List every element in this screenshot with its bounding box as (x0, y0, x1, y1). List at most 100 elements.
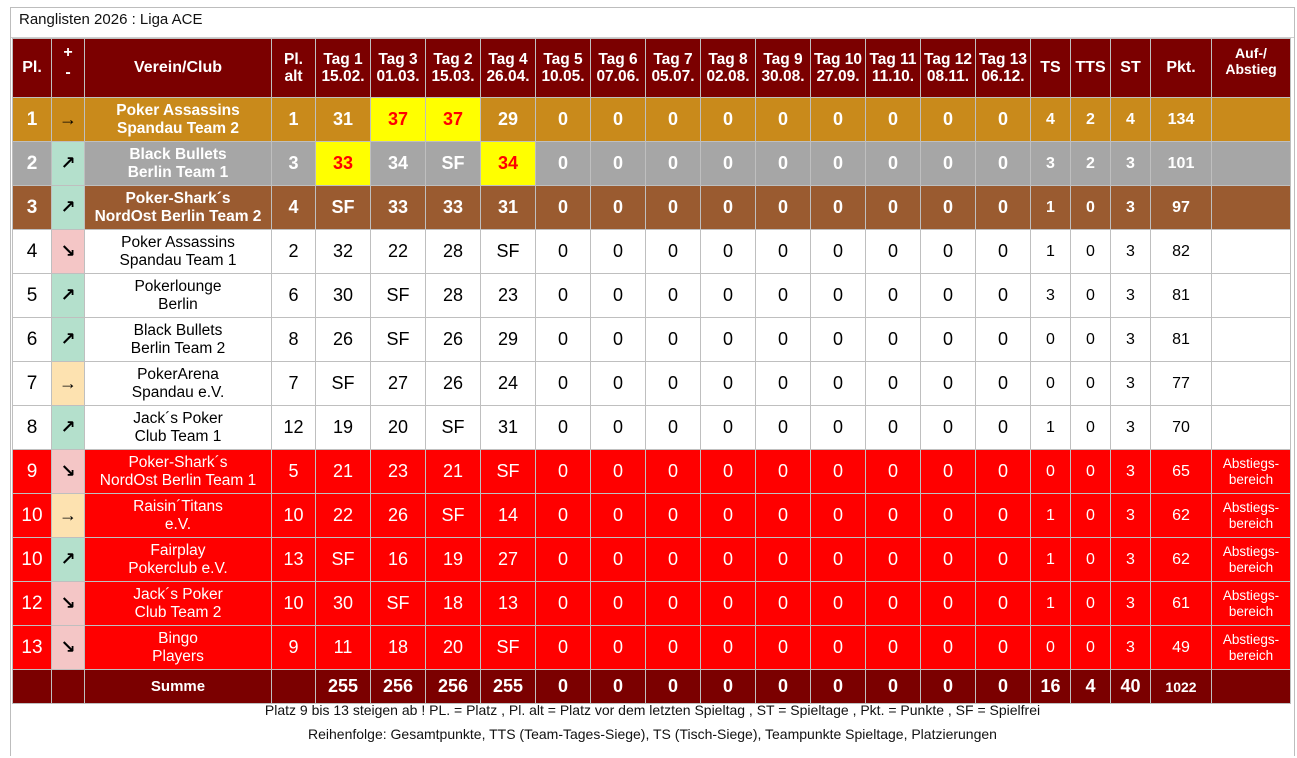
rank-position: 5 (12, 273, 52, 318)
relegation-zone (1211, 97, 1291, 142)
day-score-2: 18 (370, 625, 426, 670)
day-score-10: 0 (810, 361, 866, 406)
day-score-7: 0 (645, 493, 701, 538)
table-wins: 3 (1030, 273, 1071, 318)
club-name-line2: Berlin (158, 295, 198, 313)
relegation-zone-line2: bereich (1228, 647, 1274, 663)
match-days: 3 (1110, 229, 1151, 274)
day-score-8: 0 (700, 449, 756, 494)
header-day-date: 10.05. (541, 68, 585, 85)
totals-day-13: 0 (975, 669, 1031, 704)
club-name-line1: Poker-Shark´s (128, 454, 228, 471)
club-name: Poker-Shark´s NordOst Berlin Team 2 (84, 185, 272, 230)
day-score-8: 0 (700, 537, 756, 582)
day-score-3: SF (425, 405, 481, 450)
day-score-5: 0 (535, 141, 591, 186)
rank-position: 4 (12, 229, 52, 274)
day-score-6: 0 (590, 317, 646, 362)
day-score-8: 0 (700, 493, 756, 538)
day-score-2: 20 (370, 405, 426, 450)
day-score-2: 27 (370, 361, 426, 406)
day-score-9: 0 (755, 361, 811, 406)
day-score-3: 18 (425, 581, 481, 626)
table-wins: 1 (1030, 185, 1071, 230)
day-score-9: 0 (755, 317, 811, 362)
relegation-zone-line2: bereich (1228, 471, 1274, 487)
relegation-zone (1211, 317, 1291, 362)
day-score-12: 0 (920, 273, 976, 318)
day-score-7: 0 (645, 449, 701, 494)
day-score-8: 0 (700, 625, 756, 670)
day-score-5: 0 (535, 625, 591, 670)
trend-down-icon: ↘ (51, 449, 85, 494)
day-score-8: 0 (700, 317, 756, 362)
relegation-zone: Abstiegs-bereich (1211, 581, 1291, 626)
header-pl: Pl. (12, 38, 52, 98)
club-name: Raisin´Titans e.V. (84, 493, 272, 538)
day-score-11: 0 (865, 405, 921, 450)
day-score-1: 30 (315, 273, 371, 318)
day-score-13: 0 (975, 97, 1031, 142)
club-name-line2: Spandau Team 2 (116, 119, 240, 137)
club-name-line2: NordOst Berlin Team 1 (99, 471, 257, 489)
day-score-8: 0 (700, 361, 756, 406)
relegation-zone-line2: bereich (1228, 603, 1274, 619)
total-points: 70 (1150, 405, 1212, 450)
header-auf-line2: Abstieg (1225, 61, 1277, 77)
rank-position: 12 (12, 581, 52, 626)
day-score-10: 0 (810, 581, 866, 626)
header-day-6: Tag 6 07.06. (590, 38, 646, 98)
totals-day-5: 0 (535, 669, 591, 704)
table-header-row: Pl. + - Verein/Club Pl. alt Tag 1 15.02. T… (12, 38, 1291, 98)
day-score-2: SF (370, 581, 426, 626)
table-wins: 0 (1030, 317, 1071, 362)
club-name-line1: Jack´s Poker (133, 586, 223, 603)
day-score-7: 0 (645, 141, 701, 186)
club-name-line1: Raisin´Titans (133, 498, 223, 515)
match-days: 3 (1110, 537, 1151, 582)
rank-position: 1 (12, 97, 52, 142)
relegation-zone-line1: Abstiegs- (1222, 499, 1280, 515)
totals-day-3: 256 (425, 669, 481, 704)
table-row: 4 ↘ Poker Assassins Spandau Team 1 2 32 22 28 SF… (12, 229, 1291, 274)
day-score-7: 0 (645, 97, 701, 142)
day-score-3: 33 (425, 185, 481, 230)
header-day-8: Tag 8 02.08. (700, 38, 756, 98)
club-name: Jack´s Poker Club Team 1 (84, 405, 272, 450)
header-day-date: 26.04. (486, 68, 530, 85)
trend-up-icon: ↗ (51, 405, 85, 450)
day-score-13: 0 (975, 141, 1031, 186)
relegation-zone: Abstiegs-bereich (1211, 537, 1291, 582)
totals-pkt: 1022 (1150, 669, 1212, 704)
header-day-7: Tag 7 05.07. (645, 38, 701, 98)
team-day-wins: 0 (1070, 361, 1111, 406)
club-name-line2: Spandau Team 1 (119, 251, 237, 269)
club-name-line2: Pokerclub e.V. (128, 559, 228, 577)
day-score-4: 23 (480, 273, 536, 318)
day-score-6: 0 (590, 581, 646, 626)
previous-position: 1 (271, 97, 316, 142)
match-days: 3 (1110, 317, 1151, 362)
day-score-13: 0 (975, 229, 1031, 274)
header-day-date: 27.09. (816, 68, 860, 85)
ranking-table: Pl. + - Verein/Club Pl. alt Tag 1 15.02. T… (12, 38, 1291, 704)
day-score-7: 0 (645, 317, 701, 362)
day-score-6: 0 (590, 185, 646, 230)
day-score-2: 33 (370, 185, 426, 230)
header-day-date: 07.06. (596, 68, 640, 85)
day-score-7: 0 (645, 273, 701, 318)
day-score-5: 0 (535, 537, 591, 582)
trend-up-icon: ↗ (51, 273, 85, 318)
trend-up-icon: ↗ (51, 537, 85, 582)
header-day-date: 11.10. (871, 68, 915, 85)
day-score-8: 0 (700, 185, 756, 230)
day-score-4: 27 (480, 537, 536, 582)
club-name-line1: Black Bullets (133, 322, 223, 339)
day-score-10: 0 (810, 537, 866, 582)
header-day-11: Tag 11 11.10. (865, 38, 921, 98)
total-points: 81 (1150, 273, 1212, 318)
day-score-1: 30 (315, 581, 371, 626)
day-score-1: SF (315, 537, 371, 582)
day-score-11: 0 (865, 449, 921, 494)
day-score-4: 31 (480, 405, 536, 450)
